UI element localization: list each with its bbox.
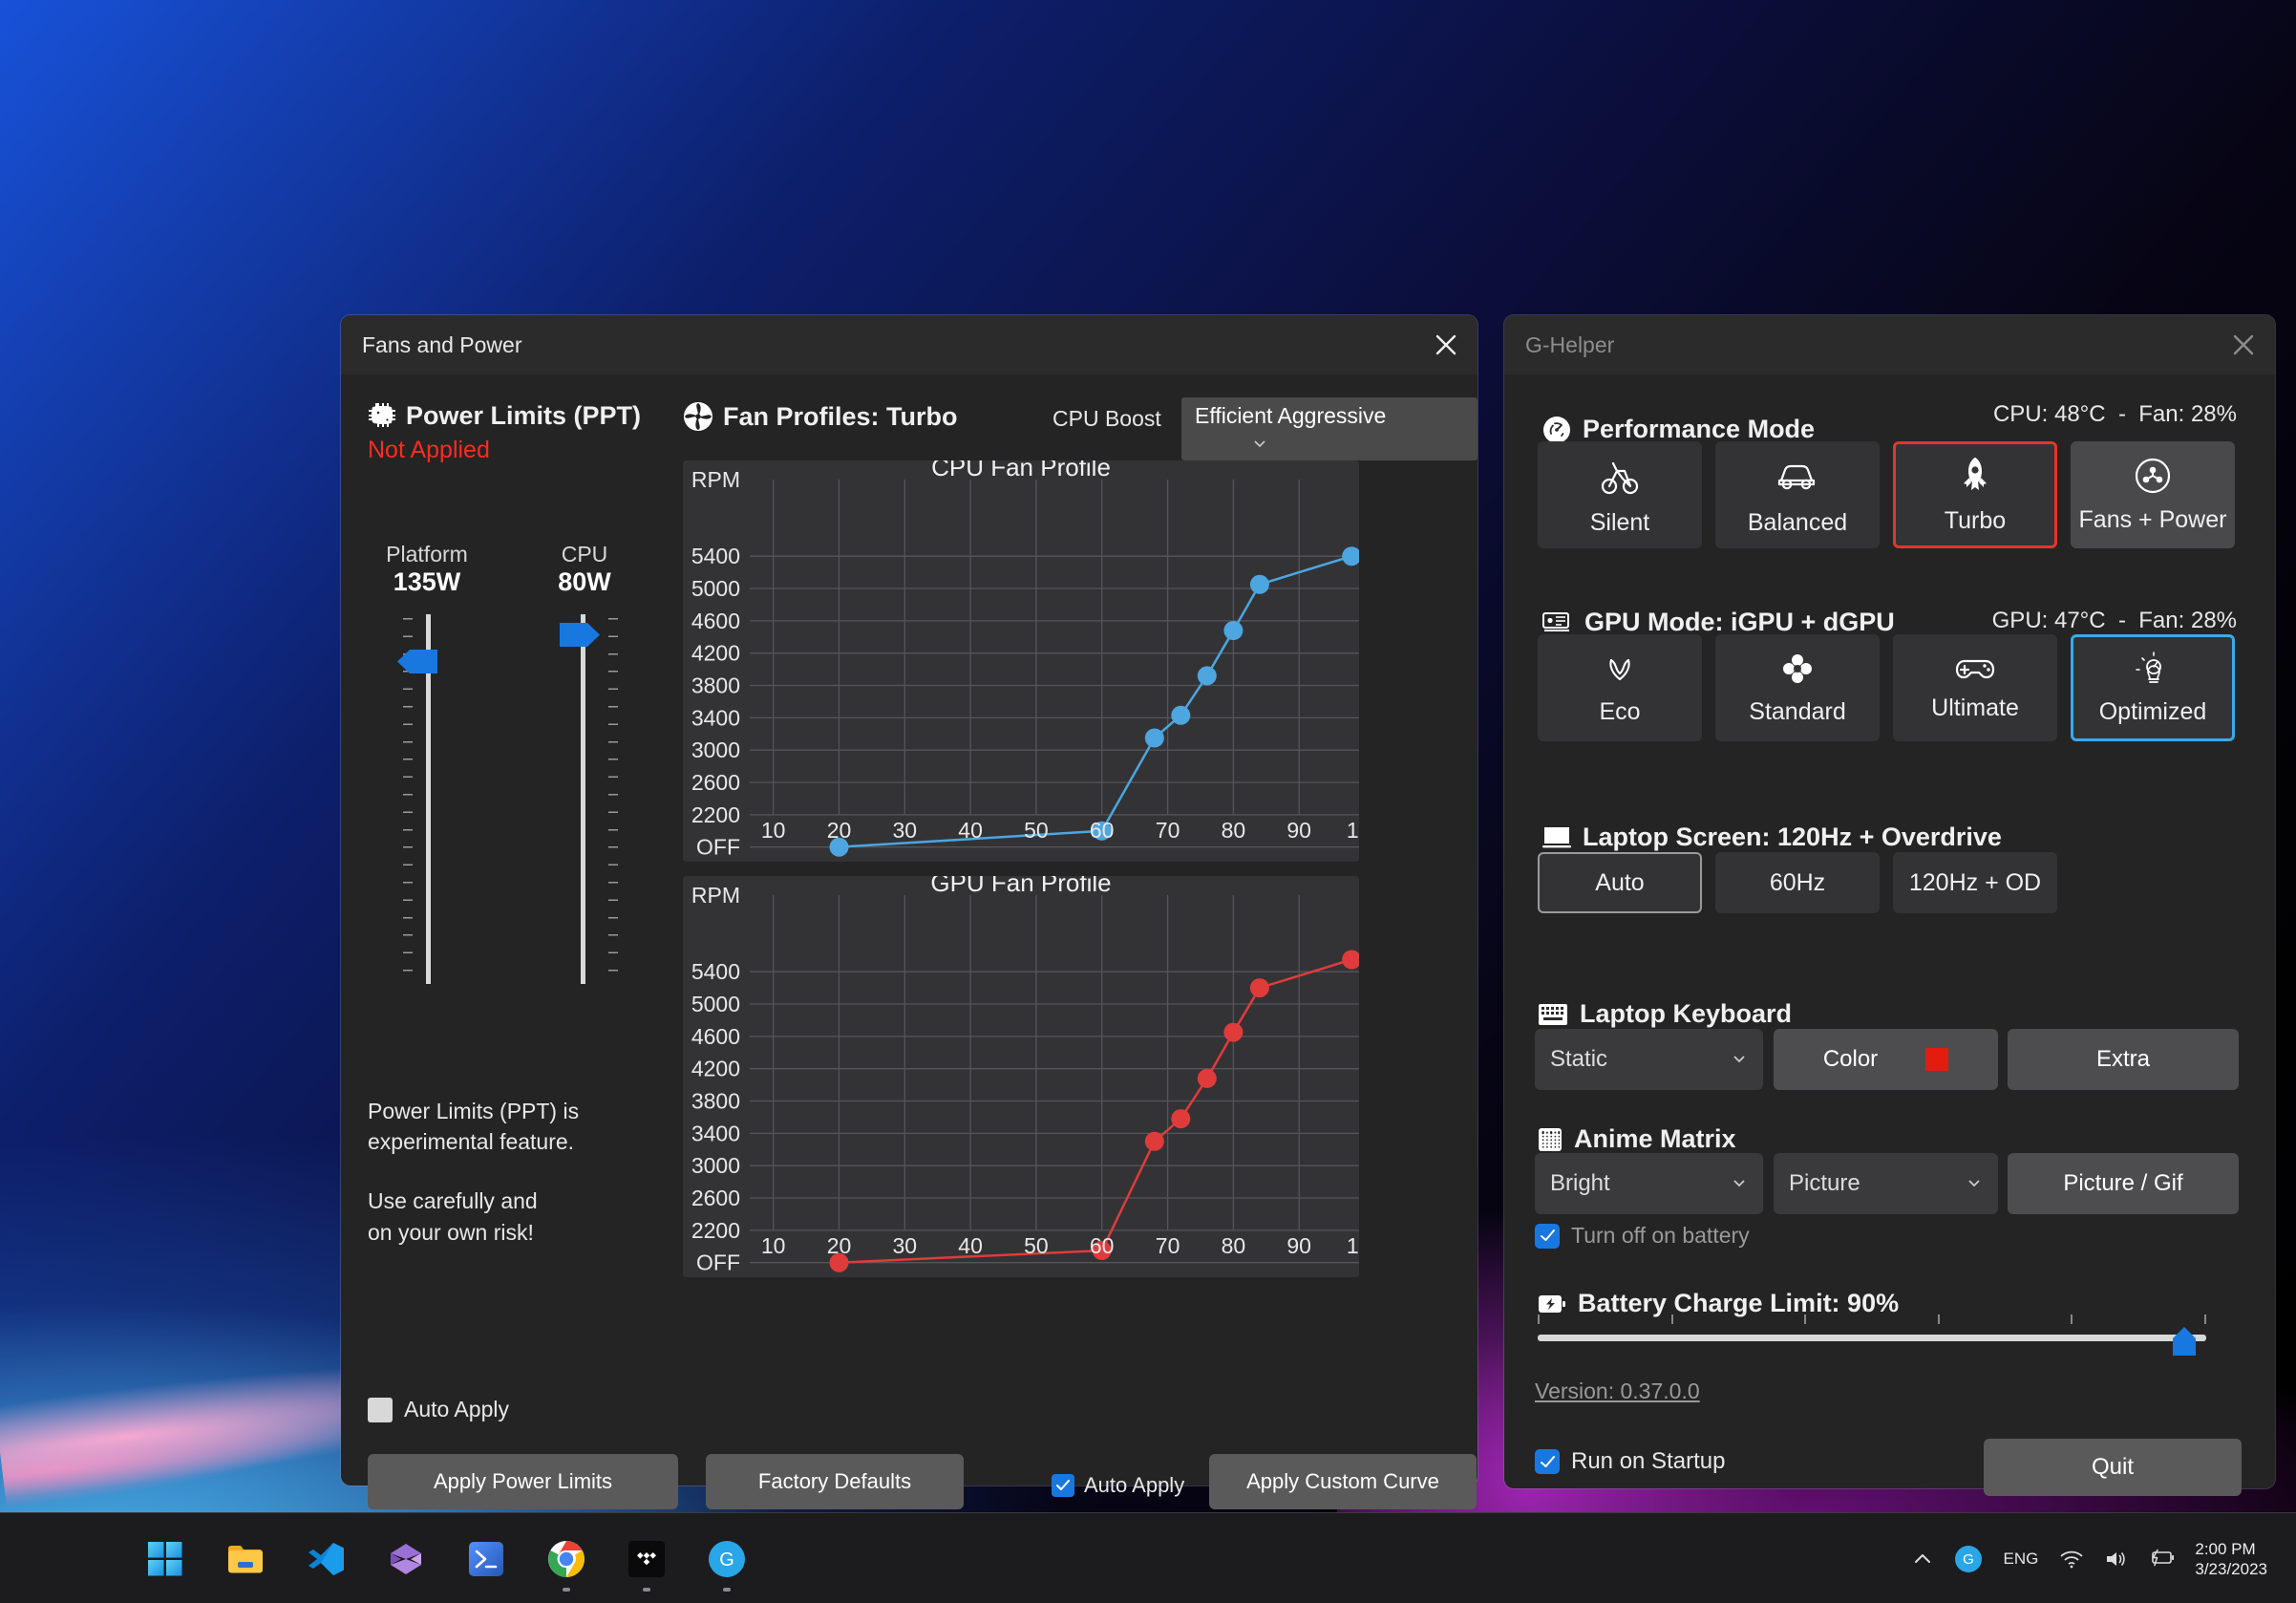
svg-text:4200: 4200: [691, 1057, 740, 1081]
svg-text:20: 20: [827, 1233, 852, 1258]
svg-text:3400: 3400: [691, 705, 740, 730]
svg-text:RPM: RPM: [691, 467, 740, 492]
svg-text:50: 50: [1024, 1233, 1049, 1258]
svg-text:60: 60: [1090, 1233, 1115, 1258]
svg-text:GPU Fan Profile: GPU Fan Profile: [930, 876, 1111, 897]
svg-text:10: 10: [761, 818, 786, 843]
svg-text:20: 20: [827, 818, 852, 843]
svg-text:3800: 3800: [691, 1089, 740, 1114]
svg-text:OFF: OFF: [696, 1250, 740, 1275]
svg-text:3000: 3000: [691, 1153, 740, 1178]
svg-text:10: 10: [761, 1233, 786, 1258]
svg-text:30: 30: [893, 818, 918, 843]
svg-text:4600: 4600: [691, 1024, 740, 1049]
svg-text:90: 90: [1286, 818, 1311, 843]
svg-text:2200: 2200: [691, 802, 740, 827]
svg-text:80: 80: [1222, 818, 1246, 843]
svg-text:2200: 2200: [691, 1218, 740, 1243]
svg-text:3800: 3800: [691, 673, 740, 698]
svg-text:80: 80: [1222, 1233, 1246, 1258]
svg-text:60: 60: [1090, 818, 1115, 843]
svg-text:4200: 4200: [691, 641, 740, 666]
svg-text:G: G: [1963, 1551, 1974, 1568]
svg-text:40: 40: [958, 818, 983, 843]
svg-text:30: 30: [893, 1233, 918, 1258]
svg-text:3000: 3000: [691, 737, 740, 762]
svg-text:100: 100: [1347, 818, 1359, 843]
svg-text:100: 100: [1347, 1233, 1359, 1258]
svg-text:50: 50: [1024, 818, 1049, 843]
svg-text:2600: 2600: [691, 1186, 740, 1210]
svg-text:4600: 4600: [691, 609, 740, 633]
svg-text:CPU Fan Profile: CPU Fan Profile: [931, 460, 1111, 481]
svg-text:RPM: RPM: [691, 883, 740, 908]
svg-text:70: 70: [1156, 1233, 1180, 1258]
svg-text:5000: 5000: [691, 576, 740, 601]
svg-text:2600: 2600: [691, 770, 740, 795]
svg-text:40: 40: [958, 1233, 983, 1258]
svg-text:5400: 5400: [691, 959, 740, 984]
svg-text:OFF: OFF: [696, 835, 740, 860]
svg-text:70: 70: [1156, 818, 1180, 843]
svg-text:G: G: [719, 1550, 734, 1571]
svg-text:90: 90: [1286, 1233, 1311, 1258]
svg-text:5400: 5400: [691, 544, 740, 568]
svg-text:5000: 5000: [691, 992, 740, 1016]
svg-text:3400: 3400: [691, 1121, 740, 1145]
